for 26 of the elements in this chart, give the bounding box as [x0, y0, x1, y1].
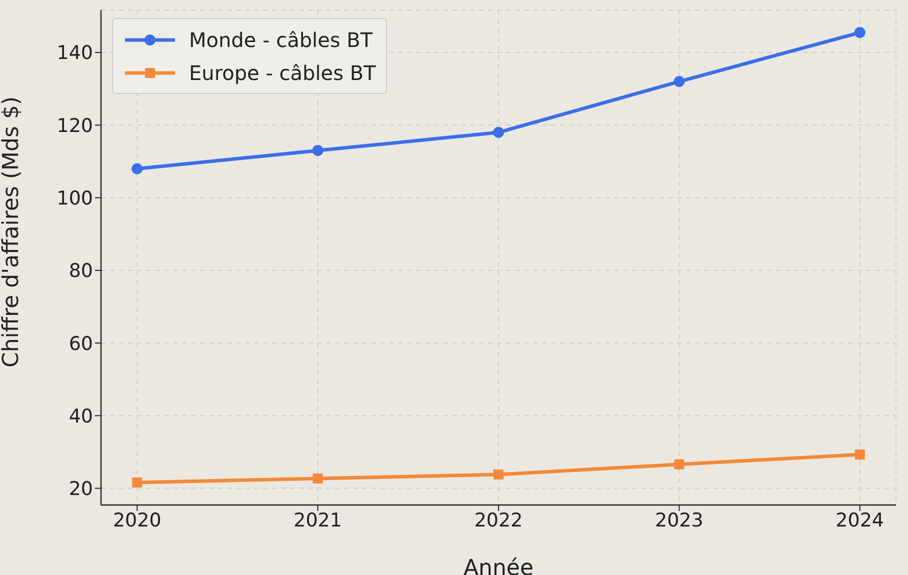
point: [854, 450, 865, 460]
y-tick-label: 40: [68, 405, 93, 428]
point: [854, 27, 866, 38]
x-tick-label: 2023: [655, 509, 704, 532]
point: [132, 163, 143, 174]
point: [674, 459, 684, 470]
y-axis-title: Chiffre d'affaires (Mds $): [0, 96, 24, 368]
x-axis-title: Année: [463, 556, 534, 575]
legend-label: Monde - câbles BT: [189, 28, 373, 52]
y-tick-label: 80: [68, 260, 93, 282]
x-tick-label: 2022: [474, 509, 523, 532]
point: [493, 126, 504, 138]
y-tick-label: 20: [68, 478, 93, 500]
y-tick-label: 100: [56, 188, 93, 210]
point: [312, 473, 323, 484]
y-tick-label: 140: [56, 42, 93, 64]
x-tick-label: 2020: [112, 509, 162, 532]
point: [494, 469, 504, 480]
point: [312, 145, 324, 156]
point: [132, 477, 142, 488]
y-tick-label: 120: [56, 114, 93, 137]
y-tick-label: 60: [68, 332, 93, 355]
point: [674, 76, 685, 88]
x-tick-label: 2021: [294, 509, 342, 532]
x-tick-label: 2024: [836, 509, 884, 532]
legend-label: Europe - câbles BT: [189, 60, 376, 84]
